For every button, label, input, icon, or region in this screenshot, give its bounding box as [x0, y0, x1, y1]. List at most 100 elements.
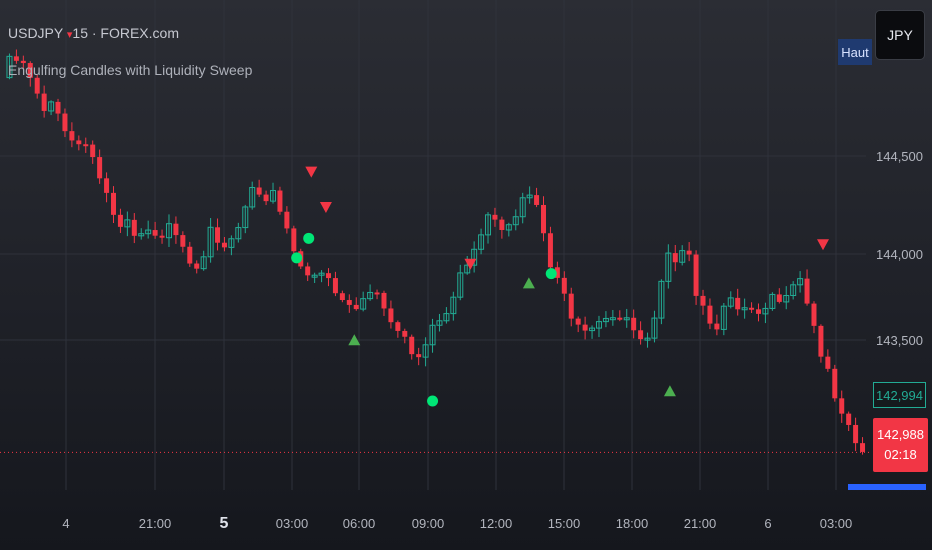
- candle-body: [623, 317, 630, 321]
- candle-body: [97, 157, 103, 179]
- candle-body: [326, 273, 331, 279]
- x-tick-label: 6: [764, 516, 771, 531]
- candle-body: [693, 254, 699, 296]
- candle-body: [756, 309, 761, 314]
- candle-body: [638, 330, 644, 340]
- candle-body: [145, 229, 152, 235]
- x-tick-label: 12:00: [480, 516, 513, 531]
- liquidity-sweep-circle: [291, 252, 303, 264]
- candle-body: [714, 323, 720, 330]
- x-tick-label: 4: [62, 516, 69, 531]
- candle-body: [589, 327, 596, 332]
- candle-body: [617, 317, 623, 320]
- candle-body: [478, 234, 485, 250]
- candle-body: [34, 77, 40, 94]
- buy-signal-triangle: [522, 277, 535, 289]
- candle-body: [131, 219, 137, 236]
- candle-body: [825, 356, 831, 369]
- candle-body: [388, 308, 394, 323]
- candle-body: [228, 238, 235, 248]
- candle-body: [332, 278, 338, 294]
- candle-body: [769, 293, 776, 309]
- liquidity-sweep-circle: [545, 268, 557, 280]
- liquidity-sweep-circle: [303, 232, 315, 244]
- x-axis[interactable]: 4 21:00 5 03:00 06:00 09:00 12:00 15:00 18:00 21:…: [62, 515, 852, 532]
- buy-signal-triangle: [663, 385, 676, 397]
- x-tick-label: 5: [220, 515, 229, 532]
- candle-body: [409, 336, 415, 355]
- symbol-legend[interactable]: USDJPY ▾15 · FOREX.com: [8, 25, 179, 41]
- candle-body: [741, 307, 748, 311]
- candle-body: [353, 304, 359, 310]
- buy-signal-triangle: [348, 334, 361, 346]
- candle-body: [429, 324, 436, 346]
- candle-body: [165, 223, 172, 239]
- candle-body: [367, 291, 374, 300]
- candle-body: [117, 214, 123, 227]
- candle-body: [541, 204, 546, 234]
- candle-body: [797, 278, 804, 286]
- signal-markers: [291, 166, 829, 407]
- last-price-label: 142,988 02:18: [873, 418, 928, 472]
- candle-body: [644, 337, 651, 341]
- last-price-value: 142,988: [877, 427, 924, 442]
- candle-body: [804, 278, 810, 304]
- candle-body: [263, 194, 269, 202]
- candle-body: [27, 63, 33, 78]
- candle-body: [485, 214, 492, 236]
- candle-body: [651, 317, 658, 339]
- candle-body: [672, 253, 678, 263]
- candle-body: [200, 256, 207, 270]
- currency-button[interactable]: JPY: [875, 10, 925, 60]
- candle-body: [90, 144, 96, 158]
- candle-body: [783, 294, 790, 303]
- candle-body: [727, 297, 734, 307]
- candle-body: [422, 344, 429, 358]
- interval-arrow-icon: ▾: [66, 29, 73, 41]
- candle-body: [381, 292, 387, 309]
- candle-body: [595, 321, 602, 329]
- candle-body: [173, 223, 179, 236]
- x-tick-label: 06:00: [343, 516, 376, 531]
- candle-body: [790, 284, 797, 296]
- candle-body: [534, 195, 540, 205]
- x-tick-label: 21:00: [139, 516, 172, 531]
- candle-body: [235, 227, 242, 240]
- candle-body: [582, 324, 588, 331]
- candle-body: [284, 211, 290, 229]
- candle-body: [76, 140, 82, 145]
- candle-body: [55, 101, 61, 114]
- candle-body: [526, 194, 533, 199]
- candle-body: [457, 272, 464, 298]
- candle-body: [270, 190, 277, 202]
- candle-body: [159, 235, 165, 238]
- candle-body: [6, 55, 13, 79]
- candle-body: [215, 227, 221, 243]
- candle-body: [13, 56, 19, 61]
- candle-body: [505, 224, 512, 231]
- candle-body: [221, 242, 227, 248]
- indicator-legend[interactable]: Engulfing Candles with Liquidity Sweep: [8, 62, 253, 78]
- candle-body: [305, 266, 311, 276]
- sell-signal-triangle: [817, 239, 829, 251]
- x-tick-label: 03:00: [276, 516, 309, 531]
- candle-body: [69, 131, 75, 141]
- candle-body: [609, 317, 616, 321]
- symbol-name: USDJPY: [8, 25, 63, 41]
- y-axis[interactable]: 144,500 144,000 143,500: [876, 149, 923, 348]
- candle-body: [48, 101, 55, 112]
- x-tick-label: 18:00: [616, 516, 649, 531]
- candle-body: [20, 60, 26, 64]
- candle-body: [554, 267, 560, 278]
- candle-body: [111, 192, 116, 215]
- candle-body: [104, 178, 110, 193]
- candle-body: [277, 190, 283, 212]
- candle-body: [395, 322, 401, 331]
- candles: [6, 49, 866, 455]
- candle-body: [180, 235, 186, 247]
- candle-body: [464, 264, 471, 274]
- candle-body: [846, 413, 852, 425]
- candle-body: [471, 248, 478, 266]
- candle-body: [124, 219, 131, 228]
